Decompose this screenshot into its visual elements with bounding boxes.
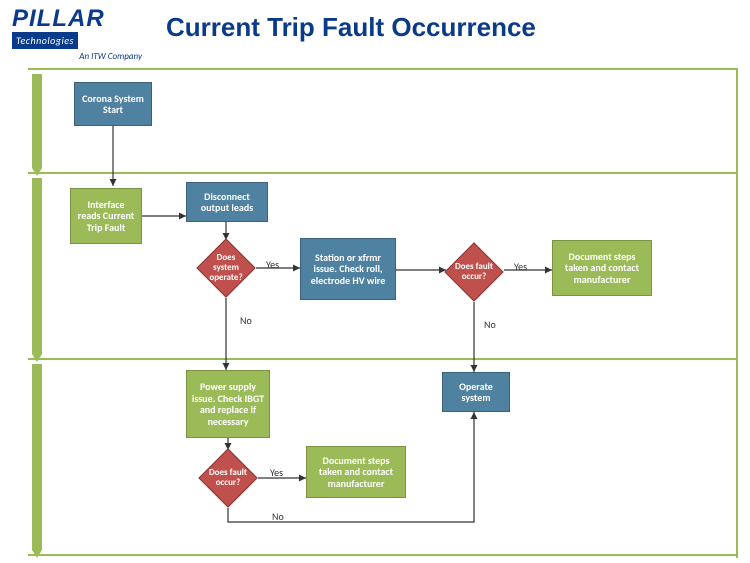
node-disconnect-leads: Disconnect output leads (186, 182, 268, 222)
node-power-supply: Power supply issue. Check IBGT and repla… (186, 370, 270, 438)
node-interface-fault: Interface reads Current Trip Fault (70, 188, 142, 244)
edge-label-yes: Yes (514, 260, 527, 273)
edge-label-yes: Yes (270, 466, 283, 479)
decision-label: Does system operate? (196, 238, 256, 298)
header: PILLAR Technologies An ITW Company Curre… (0, 0, 750, 66)
decision-label: Does fault occur? (198, 448, 258, 508)
page-title: Current Trip Fault Occurrence (166, 12, 536, 43)
node-start: Corona System Start (74, 82, 152, 126)
logo-subbrand: Technologies (12, 32, 78, 49)
lane-tab-icon (32, 364, 42, 550)
edge-label-no: No (484, 318, 496, 331)
decision-fault-occur-1: Does fault occur? (444, 242, 504, 302)
lane-tab-icon (32, 74, 42, 168)
logo-wordmark: PILLAR (12, 8, 142, 30)
flowchart-canvas: Corona System Start Interface reads Curr… (28, 68, 738, 558)
decision-system-operate: Does system operate? (196, 238, 256, 298)
decision-label: Does fault occur? (444, 242, 504, 302)
decision-fault-occur-2: Does fault occur? (198, 448, 258, 508)
node-operate-system: Operate system (442, 372, 510, 412)
edge-label-no: No (272, 510, 284, 523)
logo: PILLAR Technologies An ITW Company (12, 8, 142, 62)
logo-tagline: An ITW Company (12, 51, 142, 62)
edge-label-yes: Yes (266, 258, 279, 271)
edge-label-no: No (240, 314, 252, 327)
lane-tab-icon (32, 178, 42, 354)
node-document-1: Document steps taken and contact manufac… (552, 240, 652, 296)
node-document-2: Document steps taken and contact manufac… (306, 446, 406, 498)
node-station-issue: Station or xfrmr issue. Check roll, elec… (300, 238, 396, 300)
